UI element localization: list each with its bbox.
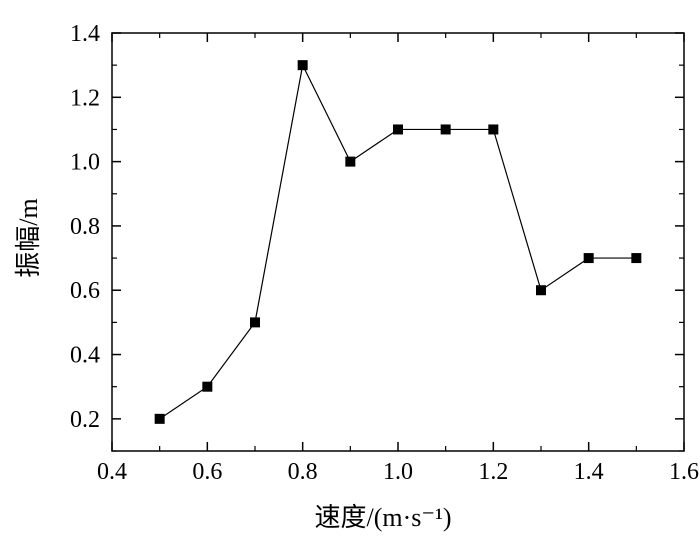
data-point <box>250 317 260 328</box>
x-tick-label: 1.6 <box>669 459 699 485</box>
x-tick-label: 0.4 <box>97 459 127 485</box>
x-tick-label: 0.8 <box>288 459 318 485</box>
data-point <box>440 124 451 135</box>
x-axis-ticks: 0.4 0.6 0.8 1.0 1.2 1.4 1.6 <box>97 33 699 485</box>
chart-axes <box>111 32 685 452</box>
y-tick-label: 0.8 <box>70 214 100 240</box>
data-point <box>202 381 213 392</box>
x-axis-label: 速度/(m·s⁻¹) <box>314 503 451 532</box>
data-point <box>631 253 642 264</box>
data-point <box>583 253 594 264</box>
x-tick-label: 1.4 <box>574 459 604 485</box>
series-1 <box>154 60 642 424</box>
series-line <box>159 63 637 420</box>
data-point <box>345 156 356 167</box>
x-tick-label: 1.0 <box>383 459 413 485</box>
data-point <box>536 285 546 296</box>
data-point <box>488 124 499 135</box>
y-tick-label: 1.2 <box>70 85 100 111</box>
x-tick-label: 0.6 <box>192 459 222 485</box>
y-axis-label: 振幅/m <box>14 198 43 277</box>
x-tick-label: 1.2 <box>478 459 508 485</box>
data-point <box>393 124 403 135</box>
y-tick-label: 1.0 <box>70 150 100 176</box>
y-tick-label: 0.2 <box>70 407 100 433</box>
data-point <box>297 60 308 71</box>
plot-frame <box>111 32 685 452</box>
y-axis-ticks: 0.2 0.4 0.6 0.8 1.0 1.2 1.4 <box>70 21 684 452</box>
y-tick-label: 1.4 <box>70 21 100 47</box>
data-point <box>154 413 165 424</box>
y-tick-label: 0.6 <box>70 278 100 304</box>
y-tick-label: 0.4 <box>70 343 100 369</box>
